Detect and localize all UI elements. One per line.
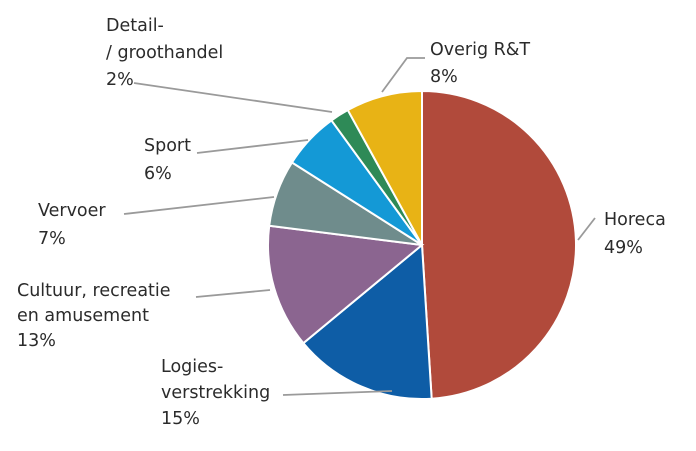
pie-slice-cultuur [267, 224, 425, 345]
leader-line-detail [133, 82, 333, 113]
slice-label-cultuur-line-2: en amusement [17, 306, 149, 326]
slice-label-horeca-line-1: Horeca [604, 210, 666, 230]
leader-lines [123, 57, 596, 396]
slice-percent-logies: 15% [161, 409, 200, 429]
slice-percent-detail: 2% [106, 70, 134, 90]
slice-percent-cultuur: 13% [17, 331, 56, 351]
pie-slices [267, 89, 577, 400]
slice-label-logies-line-2: verstrekking [161, 383, 270, 403]
slice-percent-overig: 8% [430, 67, 458, 87]
leader-line-vervoer [123, 196, 275, 215]
leader-line-horeca [577, 217, 596, 241]
leader-line-logies [282, 390, 393, 396]
slice-label-detail-line-1: Detail- [106, 16, 164, 36]
leader-line-sport [196, 139, 309, 154]
slice-percent-horeca: 49% [604, 238, 643, 258]
pie-slice-horeca [421, 89, 577, 400]
slice-label-overig-line-1: Overig R&T [430, 40, 530, 60]
slice-label-cultuur-line-1: Cultuur, recreatie [17, 281, 171, 301]
leader-line-cultuur [195, 289, 271, 298]
slice-labels: Horeca 49% Logies-verstrekking 15% Cultuur, … [17, 16, 666, 429]
pie-slice-logies [301, 242, 433, 400]
slice-percent-sport: 6% [144, 164, 172, 184]
slice-label-sport-line-1: Sport [144, 136, 191, 156]
slice-percent-vervoer: 7% [38, 229, 66, 249]
pie-slice-overig [346, 89, 423, 246]
leader-line-overig [381, 57, 425, 93]
slice-label-detail-line-2: / groothandel [106, 43, 223, 63]
slice-label-logies-line-1: Logies- [161, 357, 223, 377]
slice-label-vervoer-line-1: Vervoer [38, 201, 106, 221]
